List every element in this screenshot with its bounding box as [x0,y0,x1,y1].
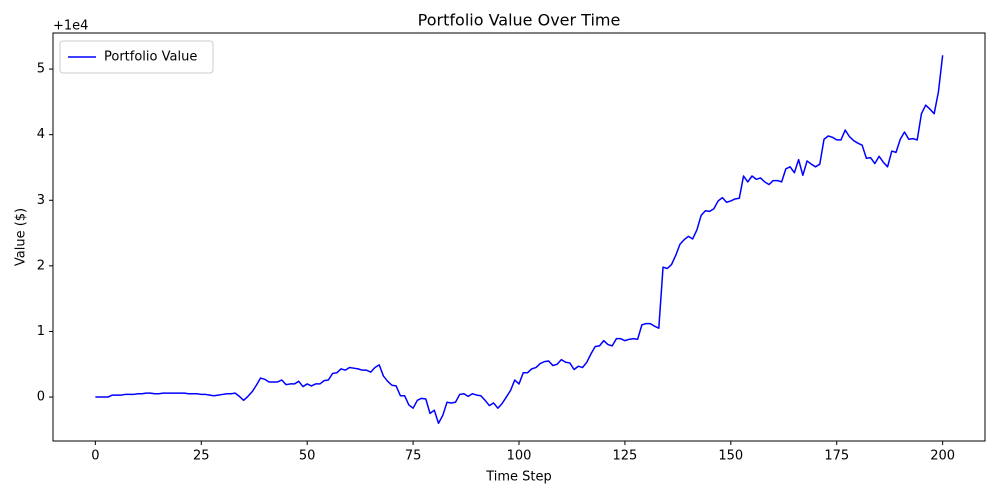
y-tick-label: 3 [37,193,45,208]
y-tick-label: 0 [37,390,45,405]
x-tick-label: 100 [507,449,532,464]
legend-label: Portfolio Value [104,50,197,65]
chart-title: Portfolio Value Over Time [418,11,621,30]
x-tick-label: 200 [930,449,955,464]
x-tick-label: 175 [824,449,849,464]
x-tick-label: 125 [612,449,637,464]
x-tick-label: 0 [91,449,99,464]
x-tick-label: 75 [405,449,422,464]
x-tick-label: 150 [718,449,743,464]
y-offset-text: +1e4 [53,19,88,34]
y-tick-label: 2 [37,258,45,273]
y-tick-label: 4 [37,127,45,142]
x-tick-label: 50 [299,449,316,464]
x-axis-label: Time Step [485,470,552,485]
legend-box [59,40,214,74]
y-tick-label: 5 [37,62,45,77]
plot-frame [52,32,986,442]
y-tick-label: 1 [37,324,45,339]
y-axis-label: Value ($) [14,208,29,266]
x-tick-label: 25 [193,449,210,464]
data-line [95,55,944,425]
